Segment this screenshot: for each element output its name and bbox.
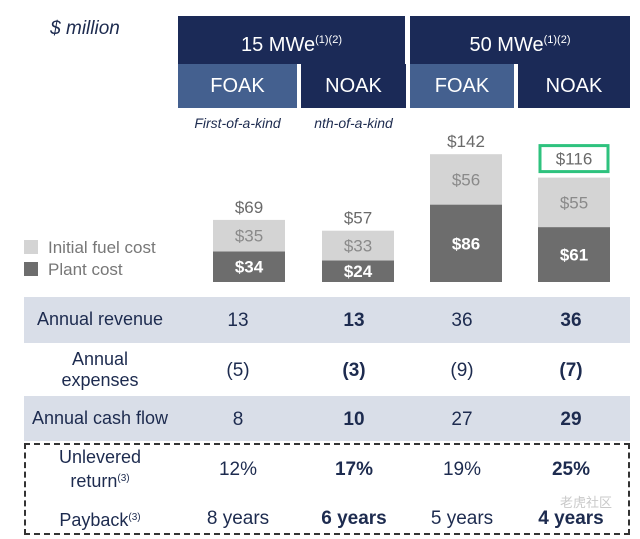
col-header-50-noak: NOAK: [518, 64, 630, 108]
bar-plant-15-foak: [213, 251, 285, 282]
label-plant-15-noak: $24: [344, 262, 373, 281]
legend-item-plant: Plant cost: [24, 260, 123, 280]
bar-fuel-15-foak: [213, 219, 285, 252]
row-band-cash-flow: [24, 396, 630, 441]
bar-plant-15-noak: [322, 260, 394, 282]
legend-label-fuel: Initial fuel cost: [48, 238, 156, 257]
cell-expenses-15-foak: (5): [226, 360, 250, 381]
cell-payback-50-noak: 4 years: [538, 508, 604, 529]
cell-return-15-foak: 12%: [218, 459, 258, 480]
row-label-expenses-line1: Annual: [71, 349, 129, 369]
cell-revenue-50-noak: 36: [560, 310, 582, 331]
legend-swatch-plant: [24, 262, 38, 276]
label-plant-50-foak: $86: [452, 234, 480, 253]
row-label-payback-text: Payback: [59, 510, 129, 530]
cell-cash-flow-50-noak: 29: [560, 409, 582, 430]
cell-return-50-noak: 25%: [551, 459, 591, 480]
cell-cash-flow-50-foak: 27: [451, 409, 473, 430]
group-header-50mwe-label: 50 MWe: [469, 34, 544, 56]
cell-expenses-50-noak: (7): [559, 360, 583, 381]
label-fuel-50-noak: $55: [560, 193, 588, 212]
legend-label-plant: Plant cost: [48, 260, 123, 279]
group-header-15mwe: 15 MWe(1)(2): [178, 16, 405, 64]
label-total-50-foak: $142: [447, 132, 485, 151]
cell-expenses-15-noak: (3): [342, 360, 366, 381]
col-note-nth-of-a-kind: nth-of-a-kind: [314, 115, 393, 131]
row-label-cash-flow: Annual cash flow: [31, 408, 169, 428]
label-fuel-15-noak: $33: [344, 237, 372, 256]
cell-payback-15-noak: 6 years: [321, 508, 387, 529]
label-total-15-foak: $69: [235, 198, 263, 217]
col-note-first-of-a-kind: First-of-a-kind: [194, 115, 281, 131]
dashed-returns-box: [24, 443, 630, 535]
cell-return-50-foak: 19%: [442, 459, 482, 480]
cell-cash-flow-15-foak: 8: [232, 409, 244, 430]
row-band-revenue: [24, 297, 630, 343]
col-header-15-noak: NOAK: [301, 64, 406, 108]
cell-cash-flow-15-noak: 10: [343, 409, 365, 430]
row-label-payback: Payback(3): [24, 507, 176, 531]
label-total-15-noak: $57: [344, 209, 372, 228]
label-total-50-noak: $116: [556, 150, 593, 169]
legend-swatch-fuel: [24, 240, 38, 254]
bar-fuel-50-noak: [538, 177, 610, 228]
cell-revenue-50-foak: 36: [451, 310, 473, 331]
row-label-unlevered-return: Unlevered return(3): [24, 447, 176, 492]
cell-payback-50-foak: 5 years: [430, 508, 494, 529]
stacked-bar-chart: $34 $35 $69 $24 $33 $57 $86 $56 $142 $61 $55 $116: [213, 132, 610, 282]
bar-plant-50-foak: [430, 204, 502, 282]
col-header-15-foak: FOAK: [178, 64, 297, 108]
cell-revenue-15-noak: 13: [343, 310, 365, 331]
bar-fuel-50-foak: [430, 154, 502, 205]
unit-label: $ million: [50, 18, 120, 39]
row-label-return-footnote: (3): [117, 473, 130, 484]
bar-fuel-15-noak: [322, 230, 394, 261]
label-plant-50-noak: $61: [560, 246, 588, 265]
watermark: 老虎社区: [560, 495, 613, 510]
legend-item-fuel: Initial fuel cost: [24, 238, 156, 258]
group-header-50mwe-footnote: (1)(2): [543, 34, 571, 46]
group-header-50mwe: 50 MWe(1)(2): [410, 16, 630, 64]
row-label-revenue: Annual revenue: [36, 309, 164, 329]
label-fuel-15-foak: $35: [235, 227, 263, 246]
label-fuel-50-foak: $56: [452, 170, 480, 189]
row-label-payback-footnote: (3): [128, 512, 141, 523]
col-header-50-foak: FOAK: [410, 64, 514, 108]
cell-revenue-15-foak: 13: [227, 310, 249, 331]
row-label-expenses-line2: expenses: [61, 370, 139, 390]
bar-plant-50-noak: [538, 227, 610, 282]
group-header-15mwe-footnote: (1)(2): [315, 34, 342, 46]
row-label-return-line2: return(3): [24, 468, 176, 492]
cell-payback-15-foak: 8 years: [206, 508, 270, 529]
total-highlight-box: [538, 144, 610, 174]
row-label-return-line1: Unlevered: [58, 447, 142, 467]
cell-expenses-50-foak: (9): [450, 360, 474, 381]
row-label-expenses: Annual expenses: [24, 349, 176, 391]
label-plant-15-foak: $34: [235, 258, 264, 277]
row-label-return-text: return: [70, 471, 118, 491]
group-header-15mwe-label: 15 MWe: [241, 34, 316, 56]
cell-return-15-noak: 17%: [334, 459, 374, 480]
